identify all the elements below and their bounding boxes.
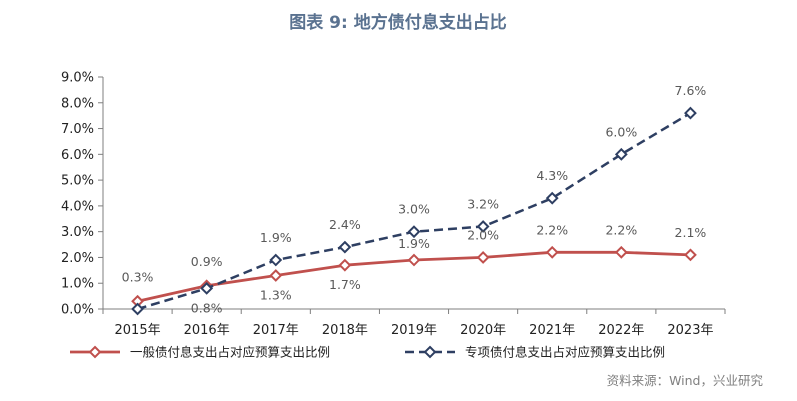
series-1-point	[269, 269, 283, 282]
y-tick-label: 9.0%	[61, 71, 94, 86]
x-tick-label: 2015年	[115, 323, 161, 338]
y-tick-label: 1.0%	[61, 277, 94, 292]
series-1-point	[545, 245, 559, 259]
x-tick-label: 2018年	[322, 323, 368, 338]
series-1-point	[338, 258, 352, 272]
y-tick-label: 6.0%	[61, 148, 94, 163]
series-1-point	[684, 248, 697, 262]
source-note: 资料来源：Wind，兴业研究	[607, 373, 764, 388]
series-1-point	[407, 253, 421, 267]
data-label-series-1: 2.1%	[675, 225, 707, 240]
data-label-series-2: 4.3%	[536, 168, 568, 183]
data-label-series-1: 0.9%	[191, 254, 223, 269]
data-label-series-1: 2.2%	[536, 222, 568, 237]
y-tick-label: 0.0%	[61, 303, 94, 318]
data-label-series-2: 1.9%	[260, 230, 292, 245]
x-tick-label: 2016年	[184, 323, 230, 338]
point-labels: 0.3% 0.9% 1.3% 1.7% 1.9% 2.0% 2.2% 2.2% 2.1% 0.8%…	[122, 83, 707, 315]
legend-label-1: 一般债付息支出占对应预算支出比例	[130, 345, 330, 360]
series-2-point	[614, 147, 628, 161]
data-label-series-2: 6.0%	[605, 124, 637, 139]
data-label-series-2: 3.2%	[467, 197, 499, 212]
x-tick-label: 2019年	[391, 323, 437, 338]
series-2-point	[200, 281, 214, 295]
series-1-point	[614, 245, 628, 259]
y-tick-label: 4.0%	[61, 199, 94, 214]
data-label-series-1: 1.7%	[329, 277, 361, 292]
chart-title: 图表 9: 地方债付息支出占比	[289, 12, 506, 33]
legend-marker-1	[88, 345, 102, 359]
series-layer	[131, 106, 697, 316]
x-tick-label: 2017年	[253, 323, 299, 338]
series-2-point	[131, 302, 144, 316]
legend: 一般债付息支出占对应预算支出比例 专项债付息支出占对应预算支出比例	[70, 345, 665, 360]
x-tick-label: 2023年	[667, 323, 713, 338]
data-label-series-2: 7.6%	[675, 83, 707, 98]
y-tick-label: 8.0%	[61, 96, 94, 111]
series-2-point	[269, 253, 283, 267]
y-tick-label: 3.0%	[61, 225, 94, 240]
series-2-point	[476, 220, 490, 233]
legend-label-2: 专项债付息支出占对应预算支出比例	[465, 345, 665, 360]
data-label-series-2: 3.0%	[398, 202, 430, 217]
series-2-point	[684, 106, 697, 120]
y-tick-label: 2.0%	[61, 251, 94, 266]
series-1-point	[476, 251, 490, 264]
data-label-series-1: 1.9%	[398, 236, 430, 251]
data-label-series-1: 2.2%	[605, 222, 637, 237]
data-label-series-2: 2.4%	[329, 217, 361, 232]
x-tick-label: 2021年	[529, 323, 575, 338]
x-tick-label: 2022年	[598, 323, 644, 338]
legend-marker-2	[423, 345, 437, 359]
y-tick-label: 5.0%	[61, 174, 94, 189]
series-2-point	[545, 191, 559, 205]
data-label-series-1: 0.3%	[122, 269, 154, 284]
data-label-series-1: 2.0%	[467, 227, 499, 242]
x-tick-label: 2020年	[460, 323, 506, 338]
data-label-series-2: 0.8%	[191, 300, 223, 315]
series-2-point	[407, 225, 421, 239]
series-2-point	[338, 240, 352, 254]
data-label-series-1: 1.3%	[260, 287, 292, 302]
y-tick-label: 7.0%	[61, 122, 94, 137]
axes: 0.0% 1.0% 2.0% 3.0% 4.0% 5.0% 6.0% 7.0% 8.0% 9.0%…	[61, 71, 726, 338]
